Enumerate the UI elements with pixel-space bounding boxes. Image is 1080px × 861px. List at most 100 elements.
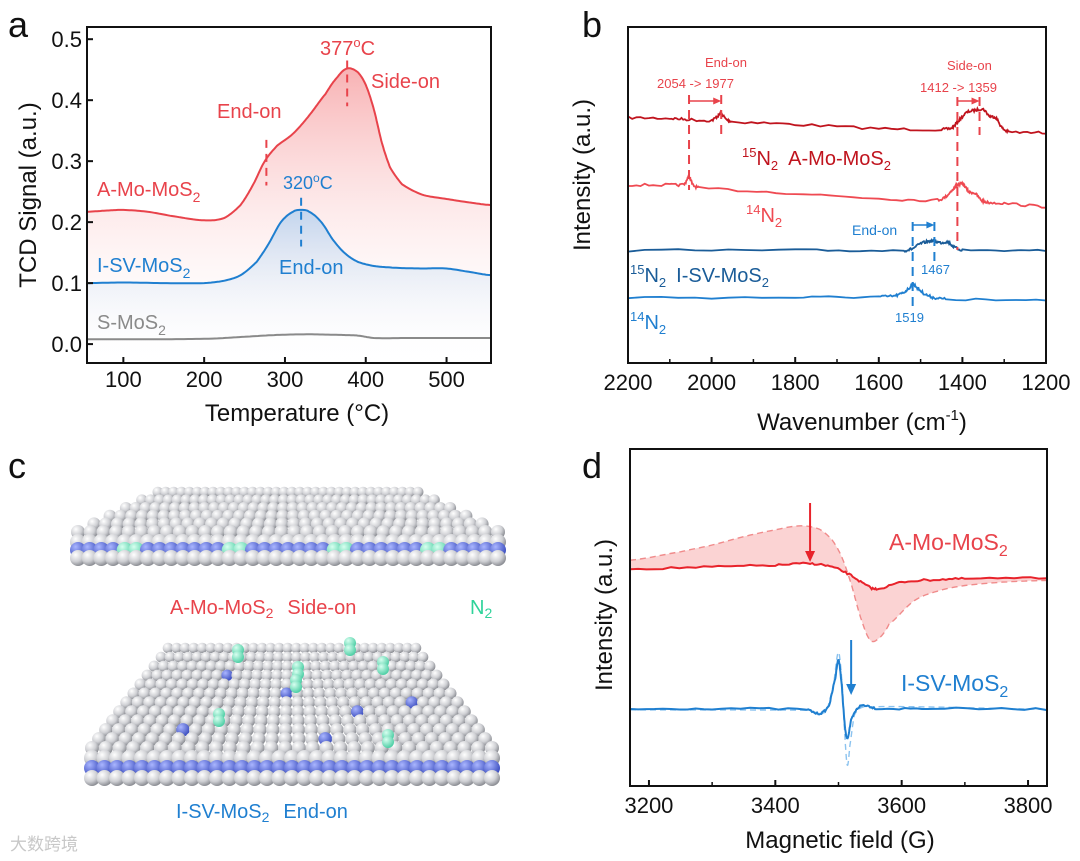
s-atom-sphere [371,770,388,786]
end-on-label-b: End-on [705,55,747,70]
s-atom-sphere [354,678,366,691]
s-atom-sphere [273,651,284,663]
s-atom-sphere [273,642,285,654]
s-atom-sphere [171,669,183,681]
panel-letter-c: c [8,445,26,486]
s-atom-sphere [128,550,145,566]
panel-a-x-tick-label: 300 [267,367,304,392]
s-atom-sphere [269,687,282,700]
s-atom-sphere [228,678,241,691]
s-atom-sphere [255,651,266,663]
panel-a: a 100 200 300 400 500 0.0 0.1 0.2 0.3 0.4 0.5 TCD … [8,4,492,427]
s-atom-sphere [143,696,156,709]
s-atom-sphere [402,642,413,654]
n2-molecule-sphere [290,681,302,693]
s-atom-sphere [319,660,331,672]
s-atom-sphere [125,705,138,718]
s-atom-sphere [197,678,210,691]
caption-a-mo-mos2-side-on: A-Mo-MoS2 Side-on [170,597,356,621]
s-atom-sphere [140,550,156,566]
end-on-shift-label: 2054 -> 1977 [657,76,734,91]
epr-spectrum-i-sv-mos2 [629,659,1048,740]
panel-b-x-tick-label: 2200 [604,370,653,395]
s-atom-sphere [322,678,335,691]
panel-b-ticks: 2200 2000 1800 1600 1400 1200 [604,357,1071,395]
panel-b-x-tick-label: 1200 [1022,370,1071,395]
s-atom-sphere [279,705,293,718]
s-atom-sphere [284,770,300,786]
s-atom-sphere [205,642,217,654]
s-atom-sphere [348,660,360,672]
s-atom-sphere [218,678,230,691]
s-atom-sphere [411,687,424,700]
s-atom-sphere [455,550,471,566]
s-atom-sphere [280,696,293,709]
s-atom-sphere [239,678,251,691]
shift-arrow-i-sv-head [926,221,935,229]
s-atom-sphere [338,550,355,566]
s-atom-sphere [191,651,203,663]
series-label-a-mo-mos2: A-Mo-MoS2 [97,179,201,205]
s-atom-sphere [296,770,313,786]
s-atom-sphere [318,651,329,663]
s-atom-sphere [146,770,163,786]
s-atom-sphere [393,642,405,654]
label-14n2-i-sv-mos2: 14N2 [630,309,666,337]
s-atom-sphere [196,770,213,786]
i-sv-mos2-structure-model [84,637,500,786]
s-atom-sphere [422,687,435,700]
panel-c: c A-Mo-MoS2 Side-on N2 I-SV-MoS2 End-on 大数… [8,445,506,854]
s-atom-sphere [433,687,446,700]
s-atom-sphere [245,550,261,566]
n2-molecule-sphere [377,663,389,675]
s-atom-sphere [336,651,348,663]
peak-label-320: 320oC [283,171,333,193]
s-atom-sphere [280,678,293,691]
s-atom-sphere [363,651,375,663]
arrow-head-i-sv-mos2 [846,684,857,695]
series-label-i-sv-mos2: I-SV-MoS2 [97,255,191,281]
s-atom-sphere [221,770,238,786]
panel-letter-b: b [582,4,602,45]
s-atom-sphere [262,660,274,672]
s-atom-sphere [434,770,450,786]
s-atom-sphere [421,770,438,786]
s-atom-sphere [318,486,329,498]
s-atom-sphere [359,770,375,786]
s-atom-sphere [280,550,296,566]
s-atom-sphere [160,687,173,700]
s-atom-sphere [333,642,345,654]
s-atom-sphere [424,660,436,672]
s-atom-sphere [109,770,125,786]
s-atom-sphere [162,642,174,654]
mo-atom-sphere [280,687,293,700]
s-atom-sphere [148,660,160,672]
s-atom-sphere [414,660,426,672]
s-atom-sphere [409,770,425,786]
mo-atom-sphere [221,669,233,681]
s-atom-sphere [346,770,363,786]
s-atom-sphere [258,687,271,700]
end-on-label-a-red: End-on [217,101,282,123]
s-atom-sphere [361,669,373,681]
s-atom-sphere [186,660,198,672]
s-atom-sphere [134,678,147,691]
s-atom-sphere [406,678,419,691]
panel-a-y-tick-label: 0.2 [51,210,82,235]
s-atom-sphere [312,678,324,691]
s-atom-sphere [163,550,180,566]
s-atom-sphere [326,550,343,566]
s-atom-sphere [321,770,338,786]
panel-a-y-tick-label: 0.4 [51,88,82,113]
s-atom-sphere [164,651,176,663]
s-atom-sphere [439,696,453,709]
end-on-label-b-blue: End-on [852,222,897,238]
s-atom-sphere [301,678,314,691]
s-atom-sphere [265,642,276,654]
s-atom-sphere [329,660,341,672]
s-atom-sphere [218,651,230,663]
epr-difference-fill [630,525,1047,642]
s-atom-sphere [400,687,413,700]
s-atom-sphere [231,669,243,681]
